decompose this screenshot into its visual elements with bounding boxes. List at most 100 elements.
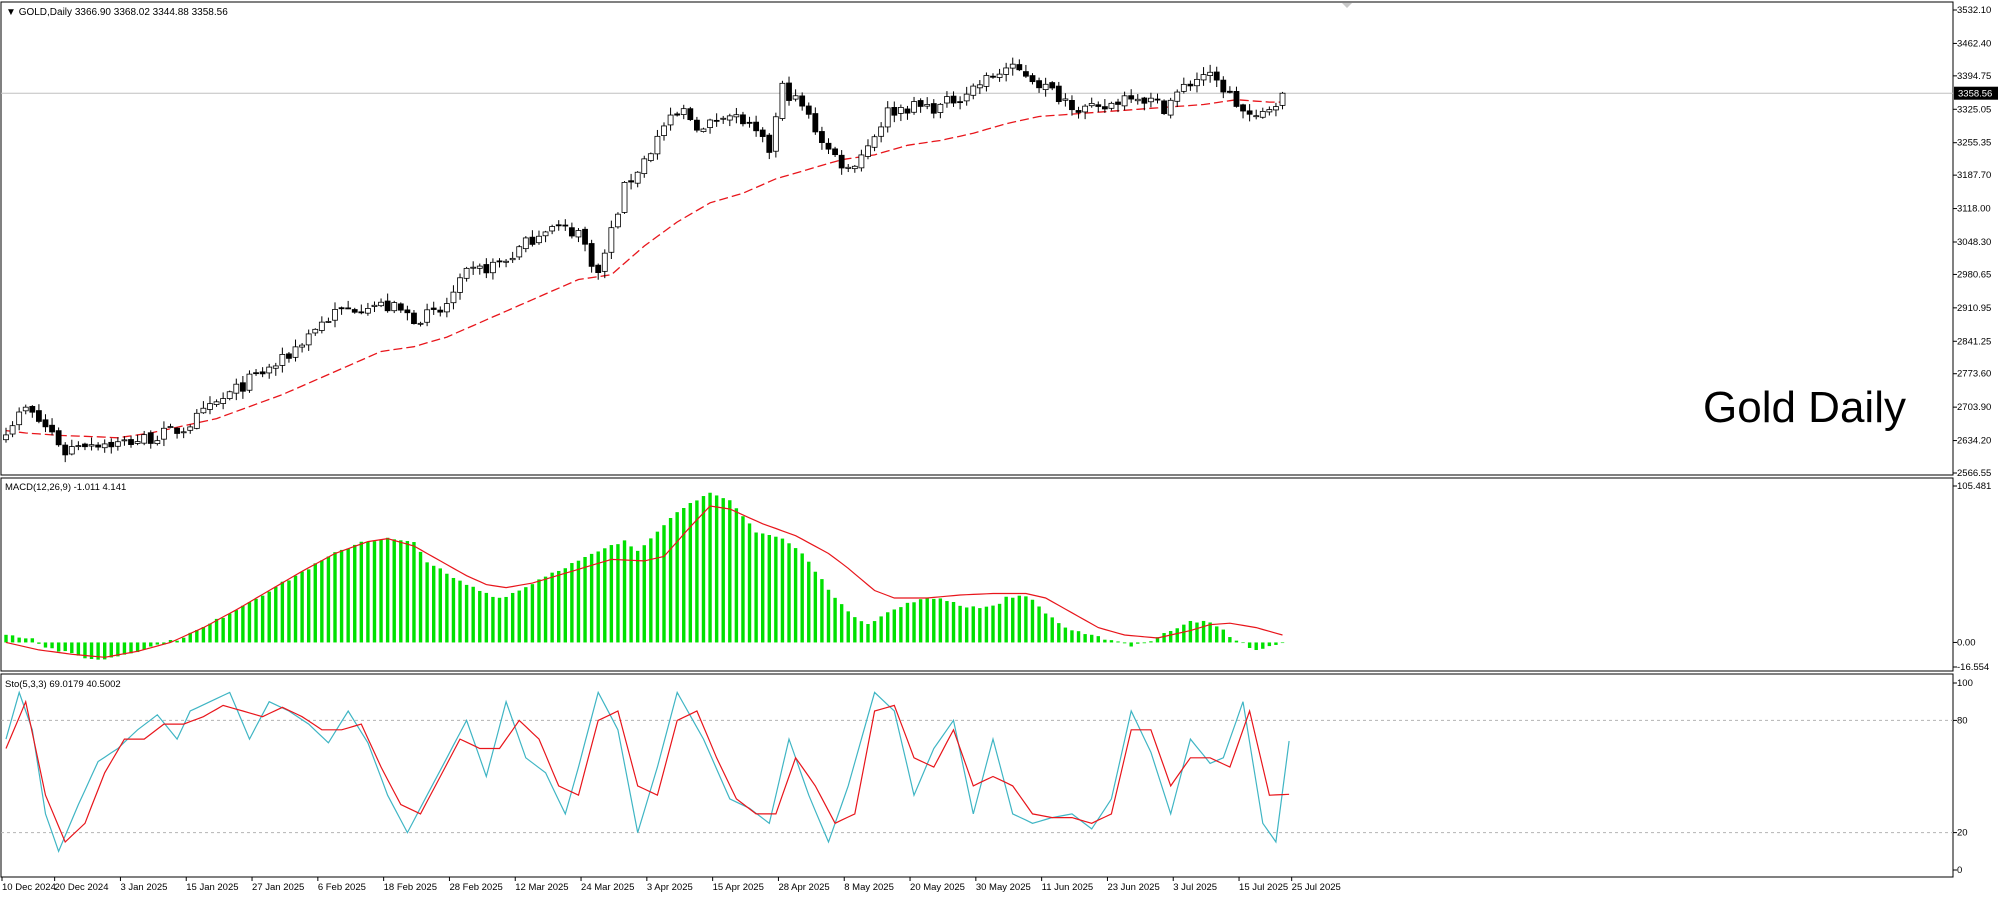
- macd-histogram-bar: [70, 642, 74, 654]
- candle-body: [1226, 90, 1233, 93]
- macd-histogram-bar: [445, 573, 449, 643]
- time-tick-label: 8 May 2025: [844, 882, 894, 893]
- candle-body: [759, 129, 766, 137]
- candle-body: [1279, 92, 1286, 106]
- scroll-marker-icon[interactable]: [1342, 3, 1352, 8]
- macd-histogram-bar: [43, 642, 48, 648]
- price-panel[interactable]: 3532.10 3462.40 3394.75 3325.05 3255.35 3187.…: [0, 1, 1998, 479]
- candle-body: [1273, 106, 1279, 111]
- candle-body: [1108, 102, 1115, 109]
- macd-histogram-bar: [432, 565, 436, 643]
- symbol-title: GOLD,Daily: [19, 7, 72, 18]
- price-tick-label: 3255.35: [1957, 138, 1991, 149]
- macd-histogram-bar: [306, 569, 311, 643]
- price-tick-label: 2634.20: [1957, 436, 1991, 447]
- candle-body: [1042, 83, 1049, 91]
- macd-histogram-bar: [1155, 637, 1160, 643]
- candle-body: [944, 96, 950, 104]
- candle-body: [272, 365, 279, 369]
- candle-body: [233, 383, 240, 394]
- macd-histogram-bar: [359, 541, 364, 643]
- candle-body: [1055, 85, 1062, 102]
- candle-body: [990, 75, 996, 78]
- candle-body: [450, 291, 457, 304]
- candle-body: [930, 103, 937, 114]
- candle-body: [694, 119, 700, 131]
- candle-body: [792, 95, 799, 100]
- macd-histogram-bar: [925, 598, 929, 643]
- candle-body: [3, 434, 9, 441]
- candle-body: [62, 444, 69, 456]
- macd-histogram-bar: [1162, 633, 1166, 643]
- macd-histogram-bar: [932, 598, 936, 643]
- macd-histogram-bar: [708, 492, 712, 643]
- candle-body: [1036, 80, 1042, 89]
- candle-body: [1082, 105, 1089, 113]
- candle-body: [976, 84, 983, 89]
- macd-histogram-bar: [734, 508, 739, 643]
- candle-body: [1233, 90, 1240, 107]
- candle-body: [733, 114, 740, 118]
- candle-body: [239, 382, 246, 392]
- macd-histogram-bar: [96, 642, 100, 660]
- macd-histogram-bar: [1182, 624, 1186, 643]
- macd-histogram-bar: [971, 606, 975, 643]
- macd-histogram-bar: [826, 589, 831, 643]
- candle-body: [141, 434, 148, 444]
- candle-body: [114, 441, 121, 447]
- macd-histogram-bar: [1043, 613, 1048, 643]
- candle-body: [253, 372, 259, 375]
- candle-body: [1009, 63, 1016, 69]
- candle-body: [805, 105, 812, 115]
- candle-body: [1069, 100, 1075, 111]
- macd-histogram-bar: [1208, 622, 1212, 643]
- macd-histogram-bar: [780, 538, 785, 643]
- macd-histogram-bar: [326, 556, 331, 643]
- candle-body: [726, 115, 733, 121]
- macd-histogram-bar: [530, 584, 535, 643]
- macd-histogram-bar: [478, 590, 482, 643]
- macd-histogram-bar: [162, 642, 166, 645]
- macd-histogram-bar: [728, 500, 732, 643]
- stochastic-panel-frame: [0, 673, 1954, 878]
- stochastic-panel[interactable]: 100 80 20 0 Sto(5,3,3) 69.0179 40.5002: [0, 673, 1973, 878]
- candle-body: [68, 446, 75, 455]
- candle-body: [42, 419, 49, 428]
- macd-histogram-bar: [1063, 627, 1068, 643]
- price-tick-label: 2566.55: [1957, 468, 1991, 479]
- macd-histogram-bar: [37, 642, 41, 644]
- macd-panel[interactable]: 105.481 0.00 -16.554 MACD(12,26,9) -1.011 …: [0, 477, 1991, 673]
- macd-histogram-bar: [247, 602, 252, 643]
- macd-histogram-bar: [405, 541, 410, 643]
- stochastic-signal-line: [5, 699, 1290, 844]
- candle-body: [779, 82, 786, 119]
- candle-body: [1049, 82, 1056, 89]
- macd-histogram-bar: [570, 563, 574, 643]
- time-tick-label: 25 Jul 2025: [1292, 882, 1341, 893]
- macd-histogram-bar: [609, 545, 614, 643]
- macd-histogram-bar: [392, 539, 396, 643]
- price-tick-label: 2980.65: [1957, 269, 1991, 280]
- candle-body: [838, 154, 845, 169]
- macd-histogram-bar: [313, 563, 317, 643]
- macd-histogram-bar: [537, 579, 541, 643]
- macd-histogram-bar: [4, 634, 8, 643]
- candle-body: [536, 235, 542, 244]
- macd-histogram-bar: [886, 612, 890, 643]
- candle-body: [351, 309, 358, 313]
- macd-histogram-bar: [1017, 595, 1022, 643]
- candle-body: [522, 237, 529, 250]
- macd-histogram-bar: [675, 512, 679, 643]
- macd-histogram-bar: [872, 621, 877, 643]
- candle-body: [36, 410, 42, 422]
- candle-body: [1075, 110, 1082, 113]
- macd-histogram-bar: [905, 602, 910, 643]
- candle-body: [332, 309, 338, 321]
- stochastic-main-line: [5, 690, 1290, 853]
- collapse-arrow-icon: ▼: [6, 7, 19, 18]
- symbol-header: ▼ GOLD,Daily 3366.90 3368.02 3344.88 335…: [6, 7, 228, 18]
- macd-histogram-bar: [997, 603, 1002, 643]
- price-tick-label: 3187.70: [1957, 170, 1991, 181]
- macd-histogram-bar: [214, 618, 219, 643]
